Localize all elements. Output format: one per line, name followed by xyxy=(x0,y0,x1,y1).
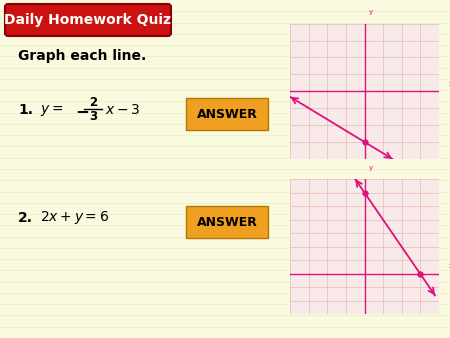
FancyBboxPatch shape xyxy=(186,206,268,238)
Text: 1.: 1. xyxy=(18,103,33,117)
Text: $x - 3$: $x - 3$ xyxy=(105,103,140,117)
FancyBboxPatch shape xyxy=(186,98,268,130)
Text: ANSWER: ANSWER xyxy=(197,216,257,228)
Text: $2x + y = 6$: $2x + y = 6$ xyxy=(40,210,109,226)
Text: x: x xyxy=(449,263,450,269)
Text: 2.: 2. xyxy=(18,211,33,225)
Text: Graph each line.: Graph each line. xyxy=(18,49,146,63)
Text: Daily Homework Quiz: Daily Homework Quiz xyxy=(4,13,171,27)
Text: x: x xyxy=(449,81,450,87)
Text: y: y xyxy=(369,9,373,15)
Text: $\mathbf{-}$: $\mathbf{-}$ xyxy=(75,101,89,119)
Text: $y=$: $y=$ xyxy=(40,102,63,118)
Text: 3: 3 xyxy=(89,111,97,123)
Text: 2: 2 xyxy=(89,96,97,108)
FancyBboxPatch shape xyxy=(5,4,171,36)
Text: y: y xyxy=(369,165,373,171)
Text: ANSWER: ANSWER xyxy=(197,107,257,121)
